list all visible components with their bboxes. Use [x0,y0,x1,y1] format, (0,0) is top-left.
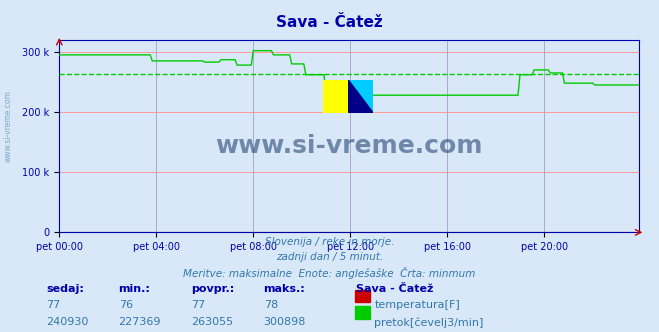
Text: 77: 77 [46,300,61,310]
Text: Meritve: maksimalne  Enote: anglešaške  Črta: minmum: Meritve: maksimalne Enote: anglešaške Čr… [183,267,476,279]
Text: zadnji dan / 5 minut.: zadnji dan / 5 minut. [276,252,383,262]
Text: pretok[čevelj3/min]: pretok[čevelj3/min] [374,317,484,328]
Text: povpr.:: povpr.: [191,284,235,294]
Text: 76: 76 [119,300,132,310]
Text: 240930: 240930 [46,317,88,327]
Text: www.si-vreme.com: www.si-vreme.com [215,134,483,158]
Text: 78: 78 [264,300,278,310]
Text: min.:: min.: [119,284,150,294]
Text: 263055: 263055 [191,317,233,327]
Text: Sava - Čatež: Sava - Čatež [276,15,383,30]
Text: Slovenija / reke in morje.: Slovenija / reke in morje. [265,237,394,247]
Polygon shape [348,80,373,113]
Text: 300898: 300898 [264,317,306,327]
Text: 227369: 227369 [119,317,161,327]
Text: sedaj:: sedaj: [46,284,84,294]
Text: 77: 77 [191,300,206,310]
Text: temperatura[F]: temperatura[F] [374,300,460,310]
Text: Sava - Čatež: Sava - Čatež [356,284,433,294]
Text: maks.:: maks.: [264,284,305,294]
Text: www.si-vreme.com: www.si-vreme.com [4,90,13,162]
